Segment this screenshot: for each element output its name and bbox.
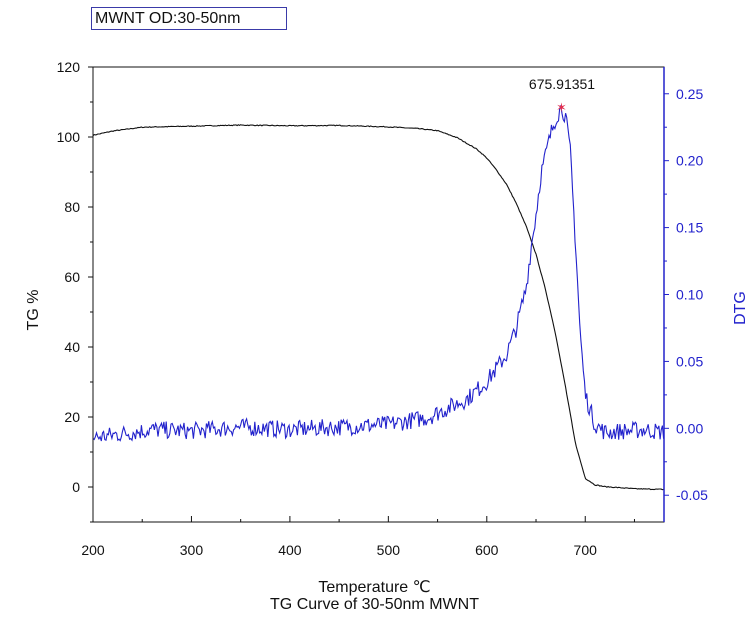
- legend-text: MWNT OD:30-50nm: [95, 10, 241, 27]
- y-left-tick-label: 120: [57, 59, 81, 75]
- y-right-tick-label: 0.10: [676, 287, 703, 303]
- x-axis-label: Temperature ℃: [318, 579, 431, 596]
- x-tick-label: 500: [377, 542, 401, 558]
- tg-series-line: [92, 124, 664, 491]
- x-tick-label: 700: [574, 542, 598, 558]
- y-left-axis: 0 20 40 60 80 100 120: [57, 59, 93, 523]
- y-left-axis-label: TG %: [25, 290, 42, 331]
- peak-value-label: 675.91351: [529, 76, 595, 92]
- chart-caption: TG Curve of 30-50nm MWNT: [270, 596, 479, 613]
- y-left-tick-label: 0: [72, 479, 80, 495]
- x-axis: 200 300 400 500 600 700: [81, 516, 635, 558]
- y-left-tick-label: 40: [64, 339, 80, 355]
- x-tick-label: 300: [180, 542, 204, 558]
- peak-marker: ✶: [556, 100, 567, 115]
- x-tick-label: 600: [475, 542, 499, 558]
- y-left-tick-label: 100: [57, 129, 81, 145]
- dtg-series-line: [92, 105, 665, 442]
- y-right-tick-label: 0.25: [676, 86, 703, 102]
- y-right-axis: -0.05 0.00 0.05 0.10 0.15 0.20 0.25: [663, 67, 708, 522]
- y-right-tick-label: 0.00: [676, 420, 703, 436]
- y-right-axis-label: DTG: [732, 291, 749, 325]
- y-right-tick-label: 0.20: [676, 153, 703, 169]
- x-tick-label: 200: [81, 542, 105, 558]
- y-right-tick-label: -0.05: [676, 487, 708, 503]
- x-tick-label: 400: [278, 542, 302, 558]
- y-right-tick-label: 0.15: [676, 220, 703, 236]
- y-left-tick-label: 80: [64, 199, 80, 215]
- y-left-tick-label: 60: [64, 269, 80, 285]
- y-right-tick-label: 0.05: [676, 353, 703, 369]
- y-left-tick-label: 20: [64, 409, 80, 425]
- legend-box: MWNT OD:30-50nm: [91, 7, 287, 30]
